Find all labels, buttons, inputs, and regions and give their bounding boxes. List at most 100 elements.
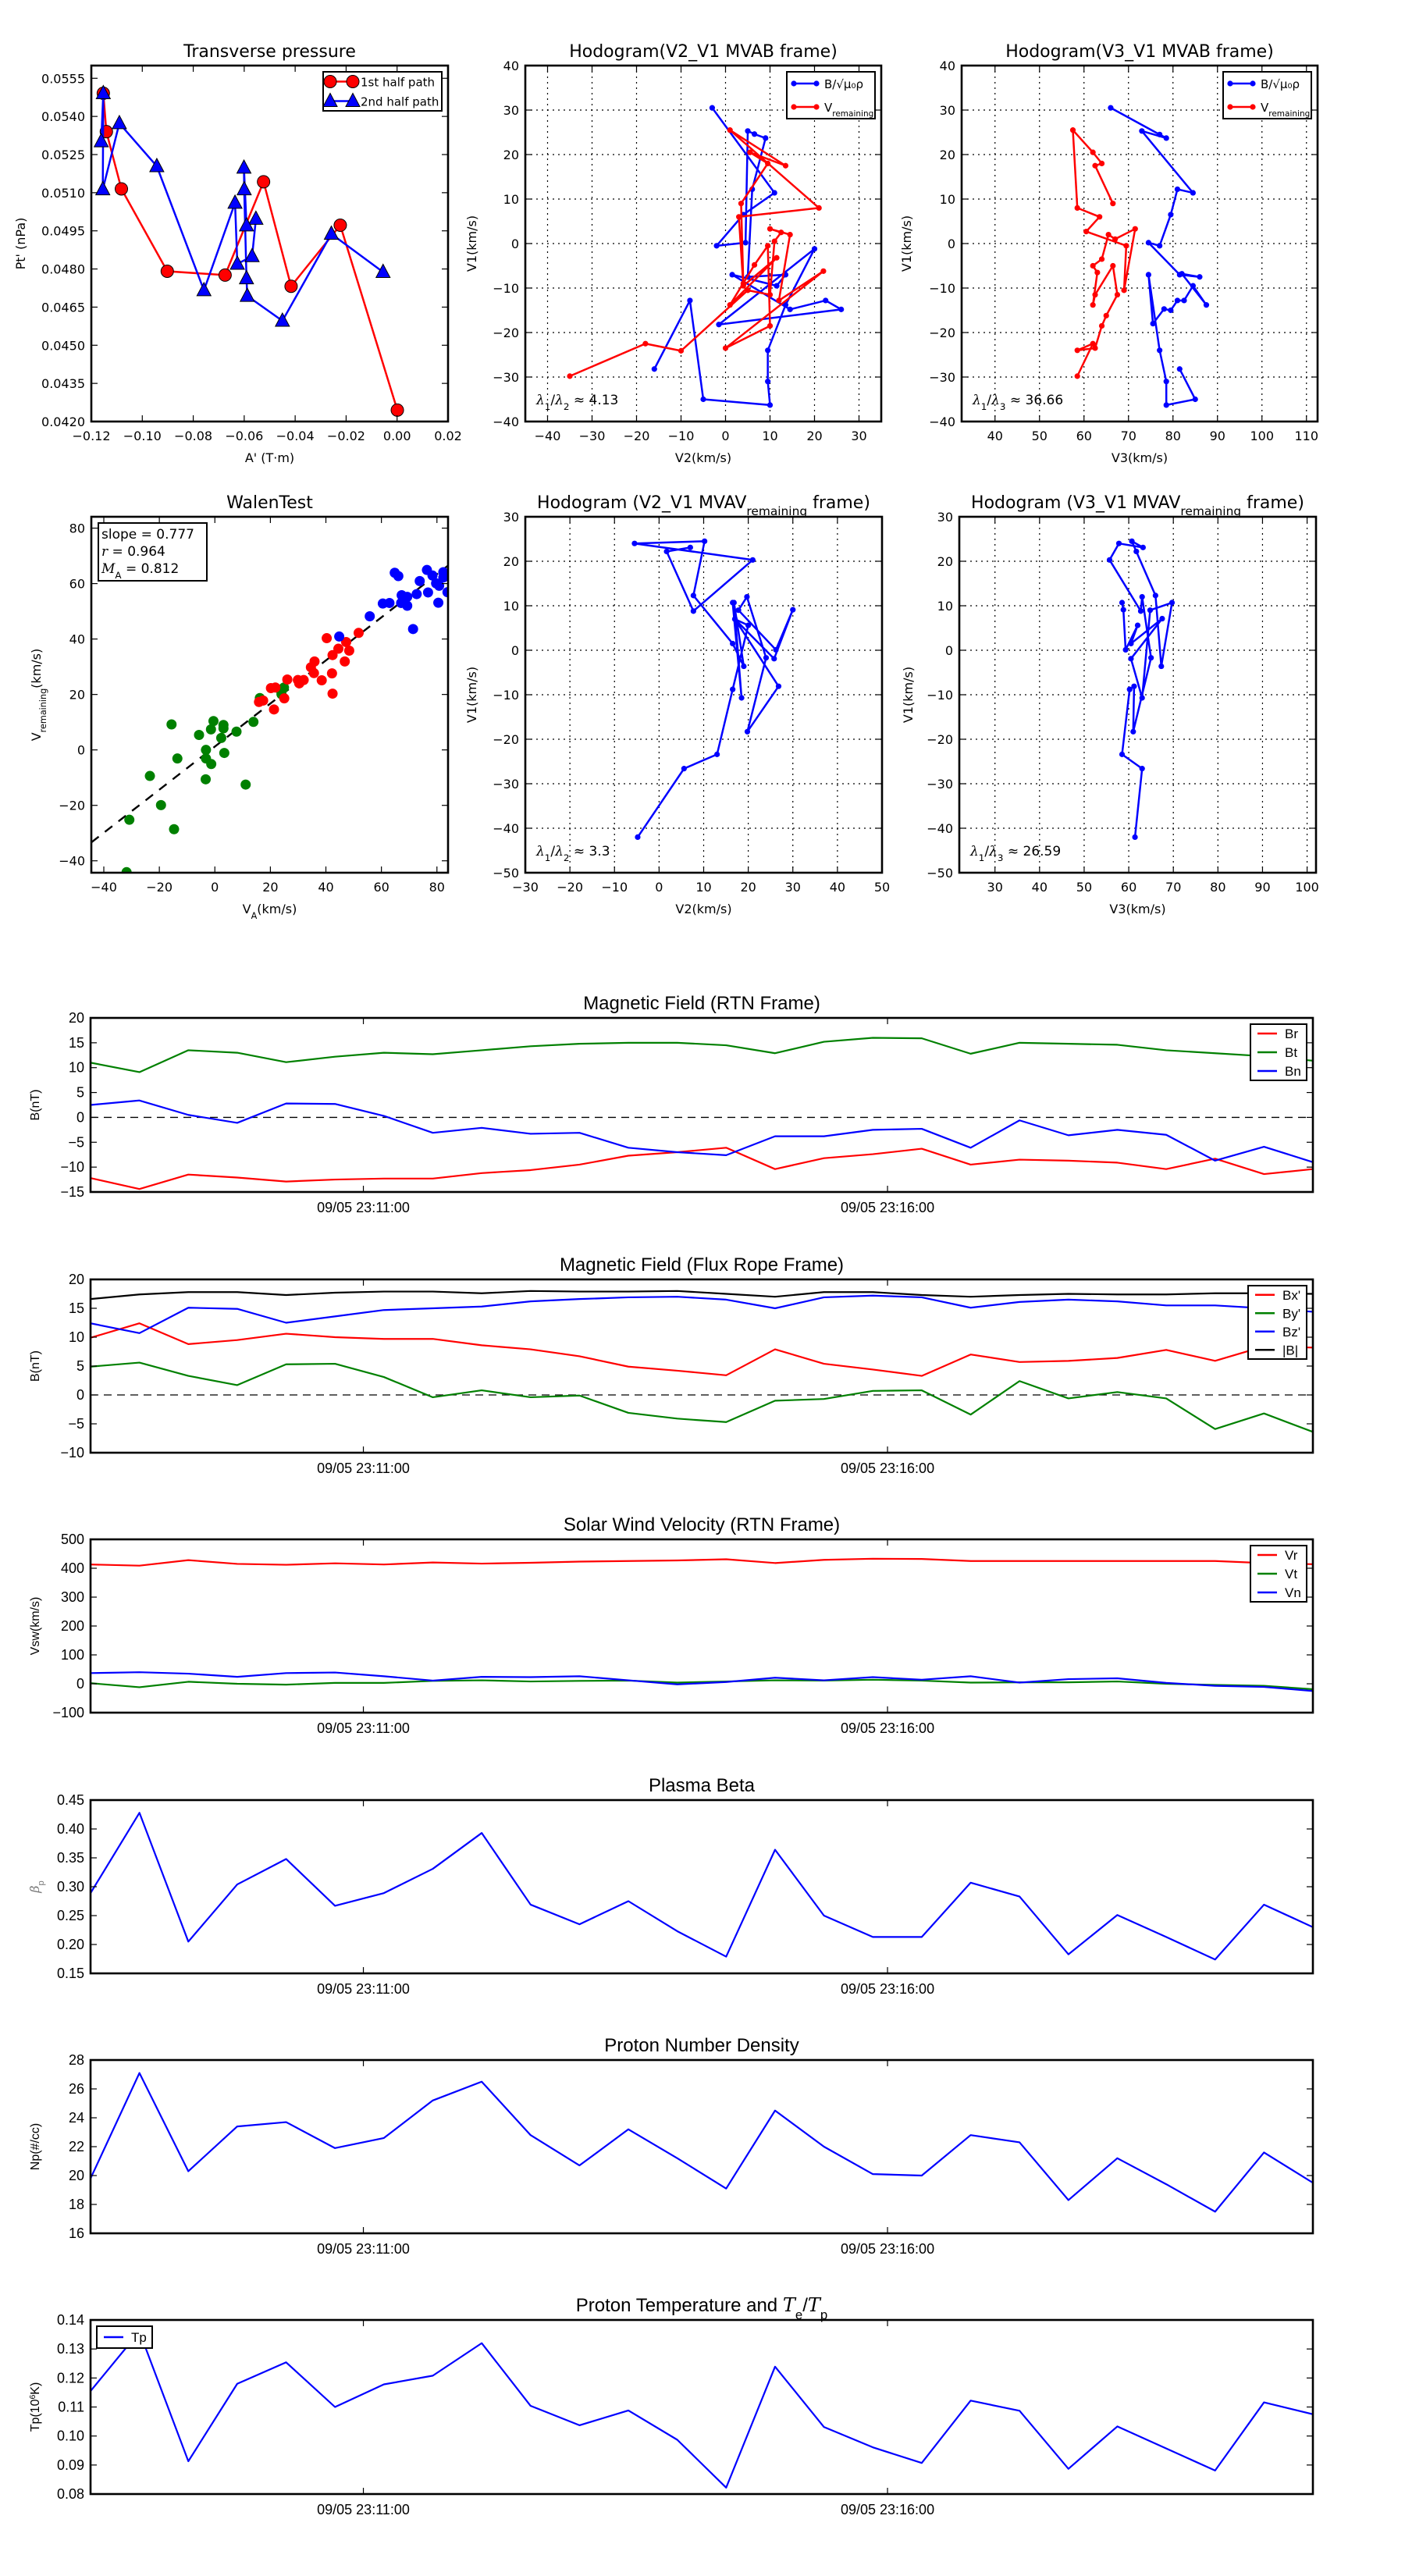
y-tick-label: −20 [927,732,953,747]
x-axis-label: V3(km/s) [1109,902,1165,916]
data-point [771,656,777,662]
y-axis-label: B(nT) [29,1090,42,1121]
data-point [782,302,789,308]
y-tick-label: 20 [69,2168,84,2183]
data-point [166,719,177,730]
data-point [1163,379,1169,385]
y-tick-label: 30 [940,103,955,118]
data-point [1179,271,1185,277]
x-tick-label: −0.04 [276,429,315,443]
data-point [227,194,243,209]
data-point [838,306,845,312]
data-point [1181,297,1187,304]
y-tick-label: 0 [511,237,519,251]
data-point [1148,655,1154,661]
data-point [727,127,733,133]
legend-entry: 1st half path [323,75,435,90]
legend-entry: Tp [104,2330,147,2345]
eigenvalue-ratio-annotation: λ1/λ3 ≈ 36.66 [972,393,1063,412]
data-point [771,238,777,244]
data-point [1203,302,1210,308]
data-point [751,262,758,268]
data-point [778,229,784,236]
label-part: remaining [832,109,873,119]
x-tick-label: 09/05 23:16:00 [841,2502,934,2517]
data-point [1092,291,1098,298]
data-point [1161,306,1167,312]
chart-h3: −30 −20 −10 0 10 20 30 40 50 −50 −40 −30 −20 −10 0 10 20… [464,493,890,916]
series--B- [91,1290,1313,1300]
legend-label: Vremaining [824,101,873,119]
data-point [365,610,375,621]
data-point [298,674,309,685]
y-tick-label: −20 [493,732,519,747]
y-tick-label: 0.35 [57,1850,84,1866]
data-point [700,396,706,403]
series-1 [567,127,827,379]
y-tick-label: 0.14 [57,2312,84,2328]
x-tick-label: 40 [318,880,333,895]
legend-entry: Vr [1257,1548,1298,1563]
data-point [323,75,337,88]
x-tick-label: −30 [512,880,539,895]
series-line [91,1361,1313,1433]
data-point [787,306,793,312]
y-tick-label: 0.11 [58,2400,84,2415]
data-point [1250,80,1256,87]
data-point [745,622,752,628]
label-part: β [27,1885,42,1893]
data-point [663,548,670,555]
plot-area [91,2072,1313,2213]
series-line [91,1557,1313,1567]
label-part: / [984,844,989,859]
x-tick-label: −40 [535,429,561,443]
y-tick-label: 0 [76,1109,84,1125]
legend-label: Bt [1285,1045,1297,1060]
label-part: remaining [1180,504,1241,518]
y-tick-label: 0.0420 [41,415,85,429]
data-point [747,149,753,155]
x-tick-label: 60 [373,880,389,895]
y-tick-label: −50 [493,866,519,881]
label-part: 3 [1000,401,1006,412]
data-point [765,379,771,385]
series-line [91,2330,1313,2489]
data-point [1098,160,1105,166]
x-tick-label: −30 [579,429,606,443]
data-point [93,132,109,148]
data-point [767,291,774,298]
legend-label: 1st half path [361,76,435,90]
data-point [1134,622,1141,628]
data-point [730,686,736,692]
data-point [1140,544,1146,550]
label-part: V [1261,101,1269,115]
legend-label: Vn [1285,1585,1301,1600]
data-point [1152,592,1158,599]
data-point [1115,540,1122,546]
y-tick-label: 20 [503,148,519,162]
legend: Tp [96,2325,153,2349]
data-point [205,724,216,735]
series-line [91,1678,1313,1691]
x-tick-label: −0.08 [174,429,212,443]
y-tick-label: 0.10 [57,2428,84,2444]
data-point [239,287,255,302]
data-point [774,283,780,289]
label-part: 6 [29,2394,37,2399]
chart-b_fr: 09/05 23:11:00 09/05 23:16:00 −10 −5 0 5 10 15 2… [29,1254,1314,1476]
y-tick-label: −50 [927,866,953,881]
label-part: slope = 0.777 [101,527,194,543]
chart-b_rtn: 09/05 23:11:00 09/05 23:16:00 −15 −10 −5 0 5 10… [29,993,1314,1215]
plot-area [1069,105,1210,408]
data-point [270,682,281,693]
data-point [340,656,350,667]
stats-line: r = 0.964 [101,544,165,560]
data-point [651,366,657,372]
chart-title: Hodogram (V3_V1 MVAVremaining frame) [971,493,1304,518]
x-tick-label: 60 [1076,429,1092,443]
legend-entry: Vremaining [791,101,873,119]
data-point [375,263,391,278]
x-tick-label: 09/05 23:16:00 [841,1981,934,1997]
x-tick-label: −20 [146,880,173,895]
y-tick-label: 30 [937,510,953,525]
